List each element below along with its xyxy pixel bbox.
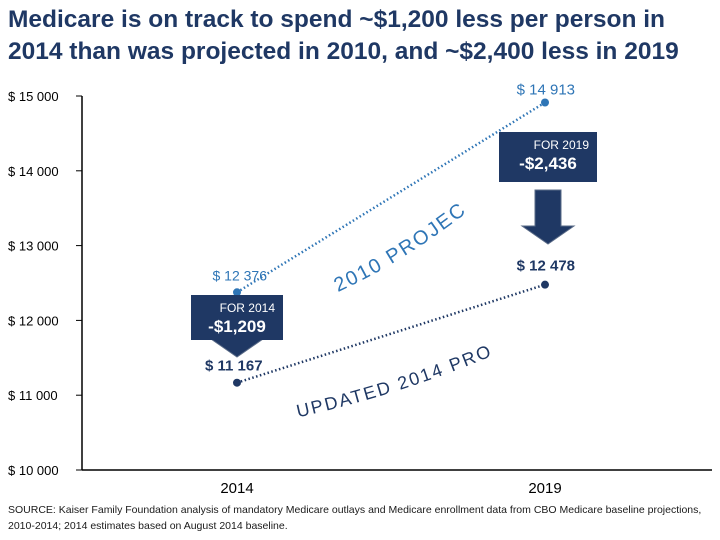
series-label-2010-projection: 2010 PROJECTION — [0, 0, 471, 297]
data-point-2014-projection — [233, 378, 241, 387]
series-line-2014-projection — [236, 283, 546, 384]
data-point-2014-projection — [541, 280, 549, 289]
y-tick-label: $ 11 000 — [8, 388, 58, 403]
data-point-2010-projection — [541, 98, 549, 107]
callout-2019-header: FOR 2019 — [534, 138, 590, 152]
callout-2019-value: -$2,436 — [519, 154, 577, 173]
y-tick-label: $ 12 000 — [8, 313, 59, 328]
chart-plot: $ 10 000 $ 11 000 $ 12 000 $ 13 000 $ 14 000… — [0, 0, 712, 497]
x-tick-label: 2019 — [528, 480, 561, 497]
down-arrow-icon — [209, 338, 265, 358]
y-tick-label: $ 13 000 — [8, 239, 59, 254]
y-tick-label: $ 15 000 — [8, 89, 59, 104]
callout-2014-header: FOR 2014 — [220, 301, 276, 315]
down-arrow-icon — [520, 189, 576, 245]
y-tick-label: $ 10 000 — [8, 463, 59, 478]
data-point-2010-projection — [233, 288, 241, 297]
data-label: $ 12 478 — [517, 258, 575, 275]
callout-2014-value: -$1,209 — [208, 317, 266, 336]
callout-2014-box — [191, 295, 283, 340]
data-label: $ 12 376 — [213, 267, 268, 283]
source-note: SOURCE: Kaiser Family Foundation analysi… — [8, 504, 702, 532]
data-label: $ 14 913 — [517, 82, 575, 99]
data-label: $ 11 167 — [205, 358, 263, 375]
callout-2019-box — [499, 132, 597, 182]
series-line-2010-projection — [236, 101, 546, 294]
x-tick-label: 2014 — [220, 480, 253, 497]
y-tick-label: $ 14 000 — [8, 164, 59, 179]
chart-title: Medicare is on track to spend ~$1,200 le… — [8, 6, 679, 65]
